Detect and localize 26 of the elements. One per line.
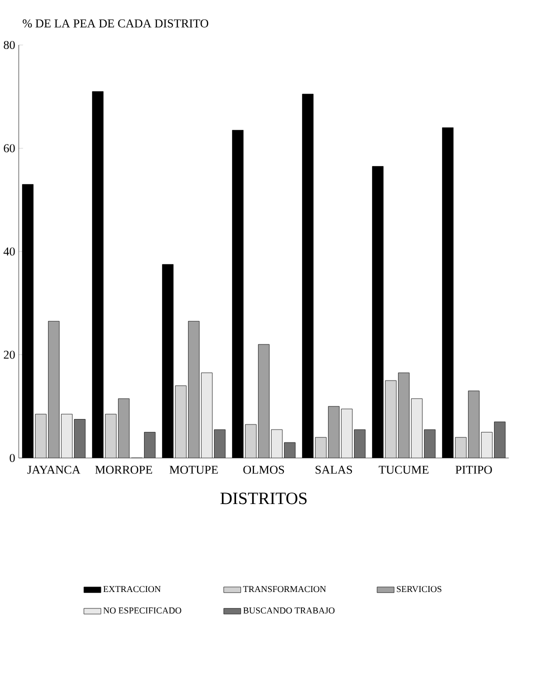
x-tick-label: SALAS	[316, 466, 352, 474]
legend-label: NO ESPECIFICADO	[103, 607, 182, 614]
x-tick-label: TUCUME	[378, 466, 429, 474]
x-axis-title: DISTRITOS	[220, 492, 307, 504]
y-tick-label: 80	[4, 40, 15, 50]
bar	[328, 406, 340, 458]
legend-label: EXTRACCION	[103, 586, 161, 592]
x-tick-label: OLMOS	[243, 466, 284, 474]
bar	[48, 321, 60, 458]
bar	[398, 372, 410, 458]
bar	[258, 344, 270, 458]
y-tick-label: 20	[4, 350, 15, 359]
y-tick-label: 60	[4, 144, 15, 152]
legend-label: TRANSFORMACION	[243, 586, 326, 592]
bar	[468, 390, 480, 458]
chart-title: % DE LA PEA DE CADA DISTRITO	[22, 19, 208, 28]
x-tick-label: PITIPO	[456, 466, 492, 474]
y-tick-label: 0	[10, 454, 15, 462]
x-tick-label: MORROPE	[95, 466, 152, 474]
x-tick-label: JAYANCA	[27, 466, 80, 474]
bar	[188, 321, 200, 458]
legend-label: BUSCANDO TRABAJO	[243, 607, 335, 614]
x-tick-label: MOTUPE	[170, 466, 218, 474]
y-tick-label: 40	[4, 247, 15, 256]
legend-label: SERVICIOS	[396, 586, 442, 592]
bar	[118, 398, 130, 458]
